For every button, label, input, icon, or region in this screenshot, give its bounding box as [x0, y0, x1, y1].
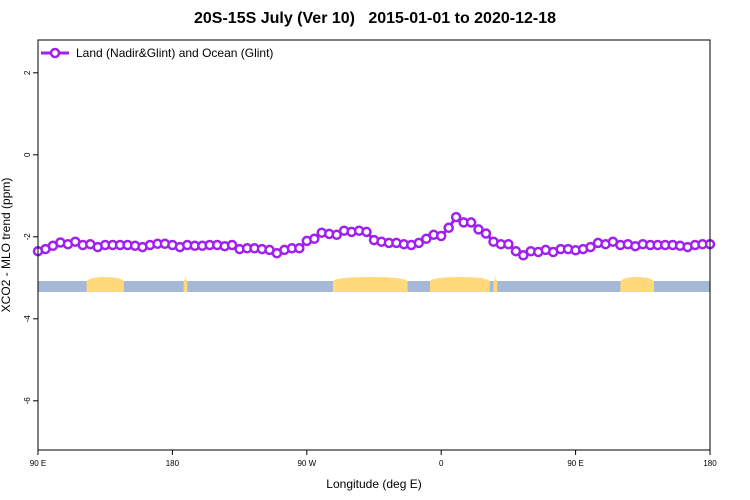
data-point [465, 217, 477, 228]
data-point [294, 243, 305, 254]
x-tick-label: 180 [703, 459, 717, 468]
land-band-segment [620, 277, 654, 292]
data-point [585, 241, 596, 253]
y-axis-label: XCO2 - MLO trend (ppm) [0, 178, 13, 313]
plot-frame [37, 39, 711, 451]
y-tick-label: 2 [23, 70, 32, 75]
data-point [510, 245, 522, 257]
y-tick-label: -4 [23, 315, 32, 323]
legend-marker [49, 47, 61, 59]
land-band-segment [332, 277, 408, 292]
data-point [443, 222, 454, 234]
land-band-segment [86, 277, 124, 292]
data-point [450, 211, 462, 223]
x-tick-label: 90 E [567, 459, 583, 468]
data-point [480, 228, 492, 239]
data-point [413, 237, 425, 249]
land-band-segment [430, 277, 490, 292]
series-layer [32, 211, 716, 261]
y-tick-label: 0 [23, 152, 32, 157]
land-band-segment [493, 277, 498, 292]
chart-title: 20S-15S July (Ver 10) 2015-01-01 to 2020… [194, 10, 556, 27]
legend-label: Land (Nadir&Glint) and Ocean (Glint) [76, 46, 273, 60]
x-axis: 90 E 180 90 W 0 90 E 180 [30, 450, 717, 468]
land-band-segment [183, 277, 188, 292]
y-axis: 2 0 -2 -4 -6 [23, 70, 38, 404]
x-axis-label: Longitude (deg E) [326, 477, 421, 491]
x-tick-label: 90 E [30, 459, 46, 468]
data-point [331, 229, 342, 241]
x-tick-label: 180 [166, 459, 180, 468]
data-point [518, 250, 529, 261]
y-tick-label: -2 [23, 233, 32, 241]
data-point [435, 230, 447, 242]
surface-type-band [38, 277, 710, 292]
legend: Land (Nadir&Glint) and Ocean (Glint) [41, 46, 273, 60]
data-point [309, 233, 320, 245]
x-tick-label: 0 [439, 459, 444, 468]
x-tick-label: 90 W [297, 459, 316, 468]
data-point [226, 239, 238, 251]
data-point [503, 238, 514, 250]
data-point [361, 226, 372, 238]
data-point [473, 224, 484, 235]
y-tick-label: -6 [23, 397, 32, 405]
